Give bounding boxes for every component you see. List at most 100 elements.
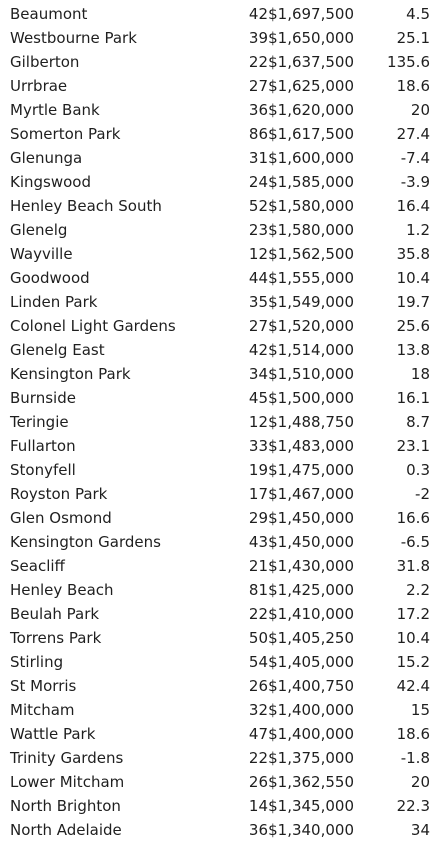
median-price-cell: $1,580,000 <box>268 221 354 239</box>
median-price-cell: $1,450,000 <box>268 509 354 527</box>
suburb-name-cell: Kingswood <box>10 173 91 191</box>
sales-count-cell: 50 <box>248 629 268 647</box>
sales-count-cell: 19 <box>248 461 268 479</box>
price-growth-cell: 13.8 <box>396 341 430 359</box>
suburb-name-cell: Gilberton <box>10 53 80 71</box>
table-row: Gilberton 22 $1,637,500 135.6 <box>0 50 439 74</box>
price-growth-cell: 34 <box>410 821 430 839</box>
table-row: Henley Beach 81 $1,425,000 2.2 <box>0 578 439 602</box>
suburb-name-cell: Torrens Park <box>10 629 102 647</box>
sales-count-cell: 42 <box>248 5 268 23</box>
sales-count-cell: 36 <box>248 821 268 839</box>
table-row: Kensington Park 34 $1,510,000 18 <box>0 362 439 386</box>
sales-count-cell: 35 <box>248 293 268 311</box>
suburb-name-cell: Teringie <box>10 413 69 431</box>
median-price-cell: $1,345,000 <box>268 797 354 815</box>
sales-count-cell: 17 <box>248 485 268 503</box>
median-price-cell: $1,400,750 <box>268 677 354 695</box>
median-price-cell: $1,410,000 <box>268 605 354 623</box>
sales-count-cell: 12 <box>248 245 268 263</box>
median-price-cell: $1,510,000 <box>268 365 354 383</box>
sales-count-cell: 22 <box>248 53 268 71</box>
table-row: Henley Beach South 52 $1,580,000 16.4 <box>0 194 439 218</box>
table-row: North Brighton 14 $1,345,000 22.3 <box>0 794 439 818</box>
table-row: Glen Osmond 29 $1,450,000 16.6 <box>0 506 439 530</box>
sales-count-cell: 81 <box>248 581 268 599</box>
suburb-name-cell: Kensington Gardens <box>10 533 161 551</box>
median-price-cell: $1,637,500 <box>268 53 354 71</box>
table-row: North Adelaide 36 $1,340,000 34 <box>0 818 439 842</box>
price-growth-cell: 25.6 <box>396 317 430 335</box>
price-growth-cell: 15.2 <box>396 653 430 671</box>
suburb-name-cell: Mitcham <box>10 701 75 719</box>
price-growth-cell: 16.1 <box>396 389 430 407</box>
sales-count-cell: 44 <box>248 269 268 287</box>
table-row: Teringie 12 $1,488,750 8.7 <box>0 410 439 434</box>
price-growth-cell: 18 <box>410 365 430 383</box>
suburb-name-cell: Lower Mitcham <box>10 773 125 791</box>
table-row: Beulah Park 22 $1,410,000 17.2 <box>0 602 439 626</box>
table-row: Glenunga 31 $1,600,000 -7.4 <box>0 146 439 170</box>
table-row: Trinity Gardens 22 $1,375,000 -1.8 <box>0 746 439 770</box>
sales-count-cell: 14 <box>248 797 268 815</box>
price-growth-cell: 23.1 <box>396 437 430 455</box>
median-price-cell: $1,405,250 <box>268 629 354 647</box>
price-growth-cell: 19.7 <box>396 293 430 311</box>
table-row: Kensington Gardens 43 $1,450,000 -6.5 <box>0 530 439 554</box>
sales-count-cell: 36 <box>248 101 268 119</box>
table-row: Westbourne Park 39 $1,650,000 25.1 <box>0 26 439 50</box>
table-row: Seacliff 21 $1,430,000 31.8 <box>0 554 439 578</box>
price-growth-cell: 25.1 <box>396 29 430 47</box>
median-price-cell: $1,425,000 <box>268 581 354 599</box>
suburb-name-cell: Beulah Park <box>10 605 100 623</box>
table-row: Burnside 45 $1,500,000 16.1 <box>0 386 439 410</box>
suburb-name-cell: Royston Park <box>10 485 108 503</box>
table-row: Goodwood 44 $1,555,000 10.4 <box>0 266 439 290</box>
suburb-name-cell: Wayville <box>10 245 73 263</box>
median-price-cell: $1,585,000 <box>268 173 354 191</box>
median-price-cell: $1,362,550 <box>268 773 354 791</box>
table-row: Beaumont 42 $1,697,500 4.5 <box>0 2 439 26</box>
sales-count-cell: 34 <box>248 365 268 383</box>
median-price-cell: $1,617,500 <box>268 125 354 143</box>
median-price-cell: $1,405,000 <box>268 653 354 671</box>
table-row: Torrens Park 50 $1,405,250 10.4 <box>0 626 439 650</box>
suburb-name-cell: Kensington Park <box>10 365 131 383</box>
suburb-name-cell: North Adelaide <box>10 821 122 839</box>
sales-count-cell: 42 <box>248 341 268 359</box>
median-price-cell: $1,650,000 <box>268 29 354 47</box>
sales-count-cell: 12 <box>248 413 268 431</box>
table-row: Kingswood 24 $1,585,000 -3.9 <box>0 170 439 194</box>
price-growth-cell: 4.5 <box>406 5 430 23</box>
price-growth-cell: 8.7 <box>406 413 430 431</box>
median-price-cell: $1,400,000 <box>268 701 354 719</box>
table-row: Linden Park 35 $1,549,000 19.7 <box>0 290 439 314</box>
price-growth-cell: -7.4 <box>400 149 430 167</box>
suburb-name-cell: Westbourne Park <box>10 29 137 47</box>
price-growth-cell: 20 <box>410 101 430 119</box>
sales-count-cell: 27 <box>248 77 268 95</box>
suburb-name-cell: Glenelg <box>10 221 68 239</box>
table-row: Stonyfell 19 $1,475,000 0.3 <box>0 458 439 482</box>
price-growth-cell: 0.3 <box>406 461 430 479</box>
suburb-name-cell: Seacliff <box>10 557 65 575</box>
suburb-name-cell: Stonyfell <box>10 461 76 479</box>
median-price-cell: $1,697,500 <box>268 5 354 23</box>
sales-count-cell: 52 <box>248 197 268 215</box>
table-row: Urrbrae 27 $1,625,000 18.6 <box>0 74 439 98</box>
median-price-cell: $1,562,500 <box>268 245 354 263</box>
median-price-cell: $1,340,000 <box>268 821 354 839</box>
sales-count-cell: 43 <box>248 533 268 551</box>
price-growth-cell: -6.5 <box>400 533 430 551</box>
price-growth-cell: 135.6 <box>387 53 430 71</box>
median-price-cell: $1,488,750 <box>268 413 354 431</box>
sales-count-cell: 27 <box>248 317 268 335</box>
suburb-name-cell: Stirling <box>10 653 64 671</box>
price-growth-cell: 1.2 <box>406 221 430 239</box>
table-row: Royston Park 17 $1,467,000 -2 <box>0 482 439 506</box>
price-growth-cell: 22.3 <box>396 797 430 815</box>
price-growth-cell: 17.2 <box>396 605 430 623</box>
sales-count-cell: 33 <box>248 437 268 455</box>
suburb-name-cell: Linden Park <box>10 293 98 311</box>
